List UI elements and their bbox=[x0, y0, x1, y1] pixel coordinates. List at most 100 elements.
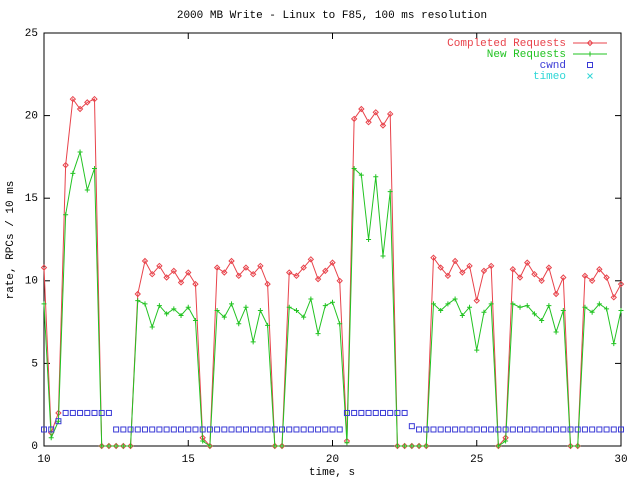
data-point bbox=[365, 119, 372, 126]
data-point bbox=[41, 426, 47, 433]
data-point bbox=[509, 426, 516, 433]
data-point bbox=[235, 426, 242, 433]
data-point bbox=[91, 95, 98, 103]
legend-label: Completed Requests bbox=[447, 38, 566, 50]
data-point bbox=[315, 426, 322, 433]
y-axis-label: rate, RPCs / 10 ms bbox=[5, 181, 17, 300]
data-point bbox=[336, 426, 343, 433]
y-tick-label: 20 bbox=[25, 111, 38, 123]
data-point bbox=[344, 440, 350, 446]
data-point bbox=[552, 290, 560, 298]
data-point bbox=[322, 303, 328, 309]
data-point bbox=[581, 272, 589, 280]
data-point bbox=[351, 165, 357, 171]
data-point bbox=[358, 409, 365, 416]
data-point bbox=[63, 212, 69, 218]
data-point bbox=[206, 426, 213, 433]
data-point bbox=[264, 280, 271, 288]
data-point bbox=[236, 321, 242, 327]
data-point bbox=[192, 317, 198, 323]
data-point bbox=[134, 426, 141, 433]
data-point bbox=[495, 443, 501, 449]
data-point bbox=[70, 170, 76, 176]
data-point bbox=[192, 280, 199, 288]
data-point bbox=[560, 308, 566, 314]
data-point bbox=[141, 257, 149, 265]
data-point bbox=[307, 256, 315, 263]
data-point bbox=[618, 426, 624, 433]
y-tick-label: 25 bbox=[25, 28, 38, 40]
data-point bbox=[394, 409, 401, 416]
data-point bbox=[62, 161, 69, 169]
data-point bbox=[589, 426, 596, 433]
data-point bbox=[366, 237, 372, 242]
data-point bbox=[69, 95, 77, 103]
data-point bbox=[149, 324, 155, 330]
data-point bbox=[531, 311, 537, 317]
data-point bbox=[473, 426, 480, 433]
data-point bbox=[127, 426, 134, 433]
data-point bbox=[77, 409, 84, 416]
data-point bbox=[40, 264, 48, 271]
data-point bbox=[539, 317, 545, 323]
data-point bbox=[394, 443, 400, 449]
data-point bbox=[386, 110, 394, 118]
data-point bbox=[459, 269, 466, 276]
data-point bbox=[185, 304, 191, 310]
data-point bbox=[177, 279, 185, 286]
data-point bbox=[380, 253, 386, 259]
data-point bbox=[538, 426, 545, 433]
data-point bbox=[531, 270, 538, 278]
x-tick-label: 25 bbox=[470, 454, 483, 466]
data-point bbox=[596, 266, 603, 273]
data-point bbox=[120, 443, 126, 449]
data-point bbox=[487, 262, 495, 270]
data-point bbox=[156, 303, 162, 309]
data-point bbox=[459, 312, 465, 318]
data-point bbox=[164, 311, 170, 317]
data-point bbox=[467, 304, 473, 310]
data-point bbox=[41, 301, 47, 307]
data-point bbox=[163, 274, 170, 281]
data-point bbox=[567, 426, 574, 433]
data-point bbox=[286, 269, 293, 276]
data-point bbox=[365, 409, 372, 416]
data-point bbox=[84, 409, 91, 416]
data-point bbox=[610, 294, 617, 301]
data-point bbox=[481, 309, 487, 315]
data-point bbox=[113, 443, 119, 449]
data-point bbox=[466, 426, 473, 433]
data-point bbox=[134, 290, 141, 298]
data-point bbox=[330, 299, 335, 305]
data-point bbox=[596, 301, 602, 307]
data-point bbox=[141, 426, 148, 433]
data-point bbox=[575, 443, 581, 449]
data-point bbox=[387, 189, 393, 195]
legend-marker bbox=[587, 51, 593, 57]
legend-marker bbox=[587, 62, 593, 68]
data-point bbox=[84, 187, 90, 193]
data-point bbox=[560, 274, 567, 281]
data-point bbox=[315, 331, 321, 337]
data-point bbox=[517, 426, 524, 433]
legend-marker bbox=[586, 39, 594, 47]
data-point bbox=[55, 418, 61, 424]
data-point bbox=[242, 264, 250, 271]
data-point bbox=[618, 308, 624, 314]
data-point bbox=[242, 426, 249, 433]
data-point bbox=[531, 426, 538, 433]
data-point bbox=[178, 426, 185, 433]
data-point bbox=[603, 274, 610, 281]
data-point bbox=[337, 321, 343, 327]
data-point bbox=[106, 443, 112, 449]
series-line bbox=[43, 97, 622, 448]
data-point bbox=[402, 443, 408, 449]
x-tick-label: 10 bbox=[37, 454, 50, 466]
data-point bbox=[55, 418, 62, 425]
chart-title: 2000 MB Write - Linux to F85, 100 ms res… bbox=[177, 10, 487, 22]
data-point bbox=[322, 267, 329, 275]
x-axis-label: time, s bbox=[309, 467, 355, 479]
y-tick-label: 15 bbox=[25, 193, 38, 205]
data-point bbox=[228, 426, 235, 433]
